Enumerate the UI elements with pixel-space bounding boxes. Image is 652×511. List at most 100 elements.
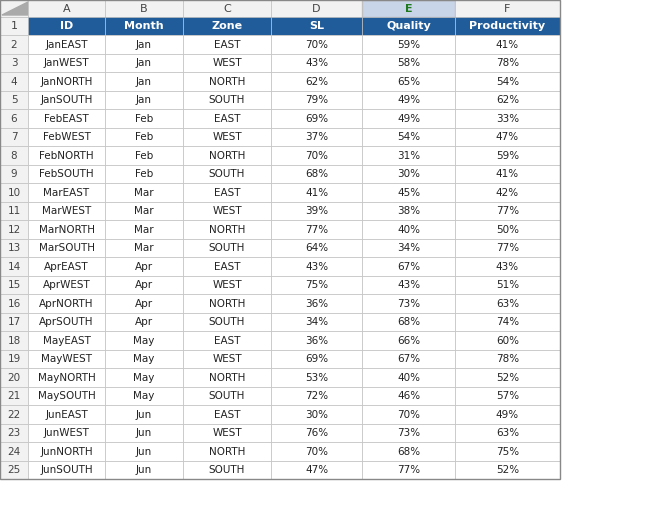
Bar: [28, 294, 105, 313]
Text: 43%: 43%: [397, 280, 420, 290]
Bar: [28, 147, 105, 165]
Bar: [455, 128, 560, 147]
Text: May: May: [133, 354, 155, 364]
Bar: [0, 350, 28, 368]
Bar: [0, 313, 28, 332]
Text: 60%: 60%: [496, 336, 519, 346]
Bar: [105, 128, 183, 147]
Bar: [28, 368, 105, 387]
Bar: [183, 313, 271, 332]
Text: 30%: 30%: [397, 169, 420, 179]
Text: 64%: 64%: [305, 243, 328, 253]
Bar: [105, 239, 183, 258]
Bar: [183, 202, 271, 221]
Bar: [0, 183, 28, 202]
Bar: [362, 91, 455, 109]
Text: Mar: Mar: [134, 225, 154, 235]
Bar: [105, 91, 183, 109]
Text: 70%: 70%: [397, 410, 420, 420]
Bar: [28, 350, 105, 368]
Text: 41%: 41%: [496, 169, 519, 179]
Bar: [105, 221, 183, 239]
Bar: [0, 461, 28, 479]
Text: 43%: 43%: [496, 262, 519, 272]
Text: Apr: Apr: [135, 262, 153, 272]
Text: EAST: EAST: [214, 40, 240, 50]
Text: 47%: 47%: [496, 132, 519, 142]
Bar: [455, 147, 560, 165]
Bar: [105, 350, 183, 368]
Text: 46%: 46%: [397, 391, 420, 401]
Text: Quality: Quality: [386, 21, 431, 31]
Text: 68%: 68%: [397, 447, 420, 457]
Text: 72%: 72%: [305, 391, 328, 401]
Bar: [0, 258, 28, 276]
Bar: [0, 202, 28, 221]
Text: JunNORTH: JunNORTH: [40, 447, 93, 457]
Text: MarSOUTH: MarSOUTH: [38, 243, 95, 253]
Bar: [0, 387, 28, 406]
Text: 31%: 31%: [397, 151, 420, 161]
Text: Jun: Jun: [136, 428, 152, 438]
Text: May: May: [133, 373, 155, 383]
Bar: [271, 239, 362, 258]
Bar: [183, 109, 271, 128]
Text: Jan: Jan: [136, 77, 152, 87]
Bar: [28, 387, 105, 406]
Text: Apr: Apr: [135, 299, 153, 309]
Bar: [455, 109, 560, 128]
Text: 75%: 75%: [496, 447, 519, 457]
Bar: [0, 294, 28, 313]
Text: 14: 14: [7, 262, 21, 272]
Text: Jun: Jun: [136, 447, 152, 457]
Text: SOUTH: SOUTH: [209, 95, 245, 105]
Bar: [28, 332, 105, 350]
Text: 50%: 50%: [496, 225, 519, 235]
Bar: [271, 461, 362, 479]
Bar: [362, 313, 455, 332]
Text: 33%: 33%: [496, 114, 519, 124]
Bar: [362, 276, 455, 294]
Text: May: May: [133, 336, 155, 346]
Bar: [0, 239, 28, 258]
Bar: [183, 406, 271, 424]
Bar: [105, 276, 183, 294]
Bar: [183, 54, 271, 73]
Bar: [362, 332, 455, 350]
Bar: [271, 109, 362, 128]
Text: 10: 10: [7, 188, 21, 198]
Text: WEST: WEST: [212, 280, 242, 290]
Bar: [455, 294, 560, 313]
Text: EAST: EAST: [214, 336, 240, 346]
Polygon shape: [2, 2, 28, 15]
Text: SOUTH: SOUTH: [209, 169, 245, 179]
Text: 76%: 76%: [305, 428, 328, 438]
Bar: [362, 258, 455, 276]
Bar: [271, 54, 362, 73]
Text: A: A: [63, 4, 70, 13]
Bar: [455, 221, 560, 239]
Text: 54%: 54%: [496, 77, 519, 87]
Text: Apr: Apr: [135, 280, 153, 290]
Bar: [455, 73, 560, 91]
Bar: [183, 443, 271, 461]
Text: 70%: 70%: [305, 151, 328, 161]
Bar: [271, 128, 362, 147]
Text: 37%: 37%: [305, 132, 328, 142]
Bar: [28, 276, 105, 294]
Bar: [455, 0, 560, 17]
Bar: [0, 35, 28, 54]
Text: 73%: 73%: [397, 428, 420, 438]
Bar: [362, 128, 455, 147]
Text: F: F: [504, 4, 511, 13]
Bar: [183, 165, 271, 183]
Bar: [271, 183, 362, 202]
Bar: [105, 443, 183, 461]
Bar: [0, 128, 28, 147]
Text: 43%: 43%: [305, 58, 328, 68]
Text: 40%: 40%: [397, 373, 420, 383]
Text: C: C: [223, 4, 231, 13]
Bar: [105, 165, 183, 183]
Text: WEST: WEST: [212, 206, 242, 216]
Bar: [105, 406, 183, 424]
